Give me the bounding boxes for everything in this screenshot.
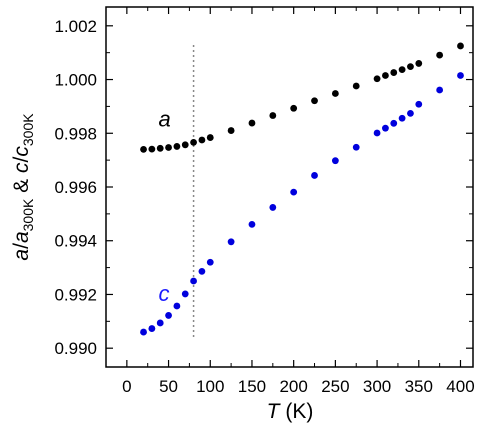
data-point-a (156, 144, 164, 152)
data-point-c (352, 143, 360, 151)
data-point-a (373, 75, 381, 83)
data-point-a (382, 72, 389, 79)
data-point-c (382, 124, 389, 132)
data-point-a (436, 51, 444, 59)
data-point-c (436, 86, 444, 94)
x-axis-variable: T (267, 400, 282, 423)
data-point-a (311, 97, 318, 105)
data-point-c (165, 312, 172, 319)
data-point-a (165, 144, 172, 151)
data-point-c (311, 172, 318, 179)
y-axis-title-subscript: 300K (20, 198, 36, 231)
y-tick-label: 0.996 (54, 178, 97, 197)
data-point-a (198, 136, 206, 144)
data-point-a (140, 145, 147, 153)
y-tick-label: 1.002 (54, 17, 97, 36)
x-tick-label: 0 (122, 377, 131, 396)
data-point-a (407, 63, 414, 71)
x-tick-label: 200 (279, 377, 307, 396)
data-point-c (198, 267, 206, 275)
data-point-a (415, 60, 423, 67)
x-tick-label: 350 (405, 377, 433, 396)
x-tick-label: 50 (159, 377, 178, 396)
data-point-c (457, 72, 464, 79)
data-point-c (140, 328, 147, 336)
data-point-c (373, 129, 381, 137)
x-tick-label: 300 (363, 377, 391, 396)
y-tick-label: 0.990 (54, 339, 97, 358)
data-point-a (457, 42, 464, 50)
y-axis-title: a/a300K​ & c/c300K​ (10, 113, 36, 261)
x-tick-label: 400 (446, 377, 474, 396)
x-tick-label: 250 (321, 377, 349, 396)
data-point-c (156, 319, 164, 327)
data-point-c (173, 302, 181, 310)
data-point-a (181, 141, 189, 149)
data-point-c (398, 114, 406, 122)
data-point-a (227, 127, 235, 134)
y-tick-label: 0.992 (54, 285, 97, 304)
data-point-c (206, 258, 214, 266)
data-point-a (398, 66, 406, 73)
y-axis-title-part: a (10, 249, 33, 261)
series-label-c: c (159, 281, 170, 306)
y-axis-title-part: / (10, 243, 33, 249)
data-point-c (407, 109, 414, 117)
y-axis-title-part: c (10, 162, 33, 173)
y-tick-label: 0.998 (54, 124, 97, 143)
data-point-c (415, 100, 423, 108)
x-tick-label: 150 (238, 377, 266, 396)
data-point-c (148, 325, 156, 332)
data-point-a (331, 90, 339, 97)
data-point-a (190, 139, 197, 146)
data-point-c (227, 238, 235, 246)
y-axis-title-part: a (10, 231, 33, 243)
data-point-a (269, 112, 277, 119)
data-point-layer (140, 42, 464, 336)
data-point-a (290, 104, 298, 112)
x-axis-title: T (K) (267, 400, 314, 423)
data-point-a (148, 145, 156, 153)
y-axis-title-part: c (10, 146, 33, 157)
data-point-a (352, 82, 360, 90)
y-axis-title-subscript: 300K (20, 113, 36, 146)
x-axis-unit: (K) (280, 400, 314, 423)
data-point-c (181, 290, 189, 298)
data-point-a (206, 134, 214, 141)
data-point-c (269, 204, 277, 211)
series-label-layer: ac (159, 107, 171, 307)
series-label-a: a (159, 107, 171, 132)
y-axis-title-part: / (10, 156, 33, 162)
data-point-c (190, 277, 197, 285)
data-point-c (390, 119, 398, 127)
y-tick-label: 1.000 (54, 71, 97, 90)
data-point-c (331, 157, 339, 165)
data-point-a (390, 69, 398, 76)
y-axis-title-part: & (10, 173, 33, 199)
x-tick-label: 100 (196, 377, 224, 396)
y-tick-label: 0.994 (54, 232, 97, 251)
data-point-c (248, 220, 256, 228)
data-point-a (248, 119, 256, 127)
data-point-c (290, 188, 298, 196)
data-point-a (173, 143, 181, 150)
tick-layer: 0 50 100 150 200 250 300 350 400 0.990 0.992 0.994 0… (54, 7, 475, 396)
